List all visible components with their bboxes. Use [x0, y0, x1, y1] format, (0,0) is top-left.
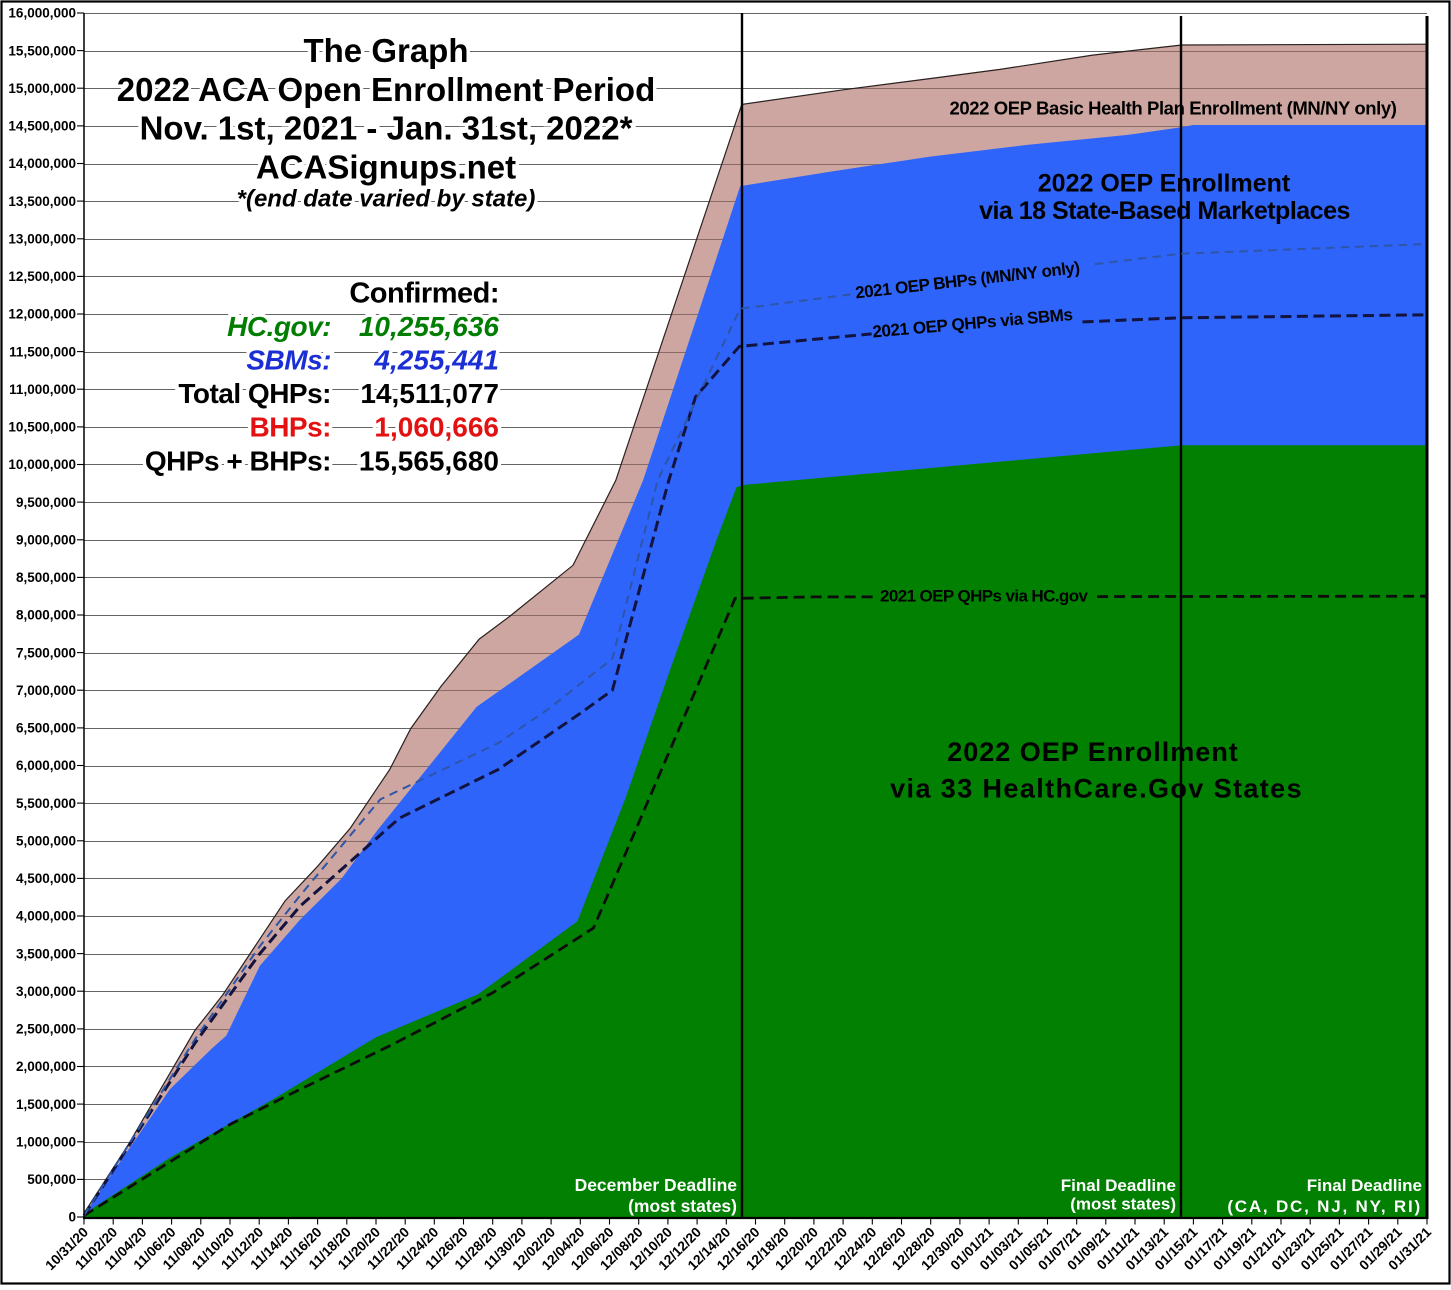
- svg-text:12,500,000: 12,500,000: [8, 269, 76, 284]
- svg-text:1,000,000: 1,000,000: [16, 1135, 76, 1150]
- svg-text:2021 OEP QHPs via HC.gov: 2021 OEP QHPs via HC.gov: [880, 587, 1088, 606]
- svg-text:14,500,000: 14,500,000: [8, 119, 76, 134]
- svg-text:The Graph: The Graph: [303, 32, 468, 69]
- svg-text:12,000,000: 12,000,000: [8, 307, 76, 322]
- svg-text:2022 OEP Enrollment: 2022 OEP Enrollment: [947, 737, 1239, 767]
- svg-text:7,500,000: 7,500,000: [16, 645, 76, 660]
- svg-text:13,500,000: 13,500,000: [8, 194, 76, 209]
- svg-text:Final Deadline: Final Deadline: [1307, 1176, 1422, 1195]
- svg-text:2022 OEP Enrollment: 2022 OEP Enrollment: [1038, 170, 1291, 198]
- svg-text:5,500,000: 5,500,000: [16, 796, 76, 811]
- svg-text:15,565,680: 15,565,680: [359, 445, 499, 476]
- svg-text:16,000,000: 16,000,000: [8, 6, 76, 21]
- svg-text:Final Deadline: Final Deadline: [1061, 1176, 1176, 1195]
- svg-text:HC.gov:: HC.gov:: [227, 311, 331, 342]
- svg-text:3,500,000: 3,500,000: [16, 946, 76, 961]
- svg-text:ACASignups.net: ACASignups.net: [256, 148, 516, 185]
- svg-text:2022 OEP Basic Health Plan Enr: 2022 OEP Basic Health Plan Enrollment (M…: [949, 98, 1396, 119]
- svg-text:2,000,000: 2,000,000: [16, 1059, 76, 1074]
- svg-text:SBMs:: SBMs:: [246, 345, 331, 376]
- svg-text:Total QHPs:: Total QHPs:: [178, 378, 331, 409]
- svg-text:8,000,000: 8,000,000: [16, 608, 76, 623]
- svg-text:500,000: 500,000: [27, 1172, 76, 1187]
- svg-text:(most states): (most states): [628, 1196, 737, 1216]
- svg-text:7,000,000: 7,000,000: [16, 683, 76, 698]
- svg-text:2,500,000: 2,500,000: [16, 1022, 76, 1037]
- svg-text:Confirmed:: Confirmed:: [349, 277, 499, 309]
- svg-text:1,060,666: 1,060,666: [374, 412, 499, 443]
- svg-text:4,500,000: 4,500,000: [16, 871, 76, 886]
- svg-text:QHPs + BHPs:: QHPs + BHPs:: [145, 445, 331, 476]
- svg-text:(most states): (most states): [1070, 1195, 1176, 1214]
- svg-text:13,000,000: 13,000,000: [8, 231, 76, 246]
- svg-text:BHPs:: BHPs:: [249, 412, 331, 443]
- svg-text:8,500,000: 8,500,000: [16, 570, 76, 585]
- svg-text:Nov. 1st, 2021 - Jan. 31st, 20: Nov. 1st, 2021 - Jan. 31st, 2022*: [140, 110, 633, 147]
- svg-text:14,000,000: 14,000,000: [8, 156, 76, 171]
- svg-text:2022 ACA Open Enrollment Perio: 2022 ACA Open Enrollment Period: [117, 71, 656, 108]
- svg-text:10,500,000: 10,500,000: [8, 420, 76, 435]
- svg-text:15,500,000: 15,500,000: [8, 43, 76, 58]
- svg-text:via 18 State-Based Marketplace: via 18 State-Based Marketplaces: [979, 197, 1350, 225]
- svg-text:14,511,077: 14,511,077: [360, 378, 499, 409]
- svg-text:6,000,000: 6,000,000: [16, 758, 76, 773]
- svg-text:4,255,441: 4,255,441: [373, 345, 499, 376]
- svg-text:1,500,000: 1,500,000: [16, 1097, 76, 1112]
- svg-text:5,000,000: 5,000,000: [16, 834, 76, 849]
- svg-text:9,000,000: 9,000,000: [16, 533, 76, 548]
- svg-text:9,500,000: 9,500,000: [16, 495, 76, 510]
- svg-text:6,500,000: 6,500,000: [16, 721, 76, 736]
- svg-text:10,255,636: 10,255,636: [359, 311, 500, 342]
- svg-text:December Deadline: December Deadline: [575, 1175, 738, 1195]
- svg-text:0: 0: [68, 1210, 76, 1225]
- svg-text:11,000,000: 11,000,000: [9, 382, 76, 397]
- svg-text:11,500,000: 11,500,000: [9, 344, 76, 359]
- svg-text:3,000,000: 3,000,000: [16, 984, 76, 999]
- svg-text:(CA, DC, NJ, NY, RI): (CA, DC, NJ, NY, RI): [1227, 1197, 1422, 1216]
- svg-text:10,000,000: 10,000,000: [8, 457, 76, 472]
- svg-text:via 33 HealthCare.Gov States: via 33 HealthCare.Gov States: [890, 774, 1303, 804]
- svg-text:15,000,000: 15,000,000: [8, 81, 76, 96]
- svg-text:*(end date varied by state): *(end date varied by state): [237, 186, 536, 213]
- svg-text:4,000,000: 4,000,000: [16, 909, 76, 924]
